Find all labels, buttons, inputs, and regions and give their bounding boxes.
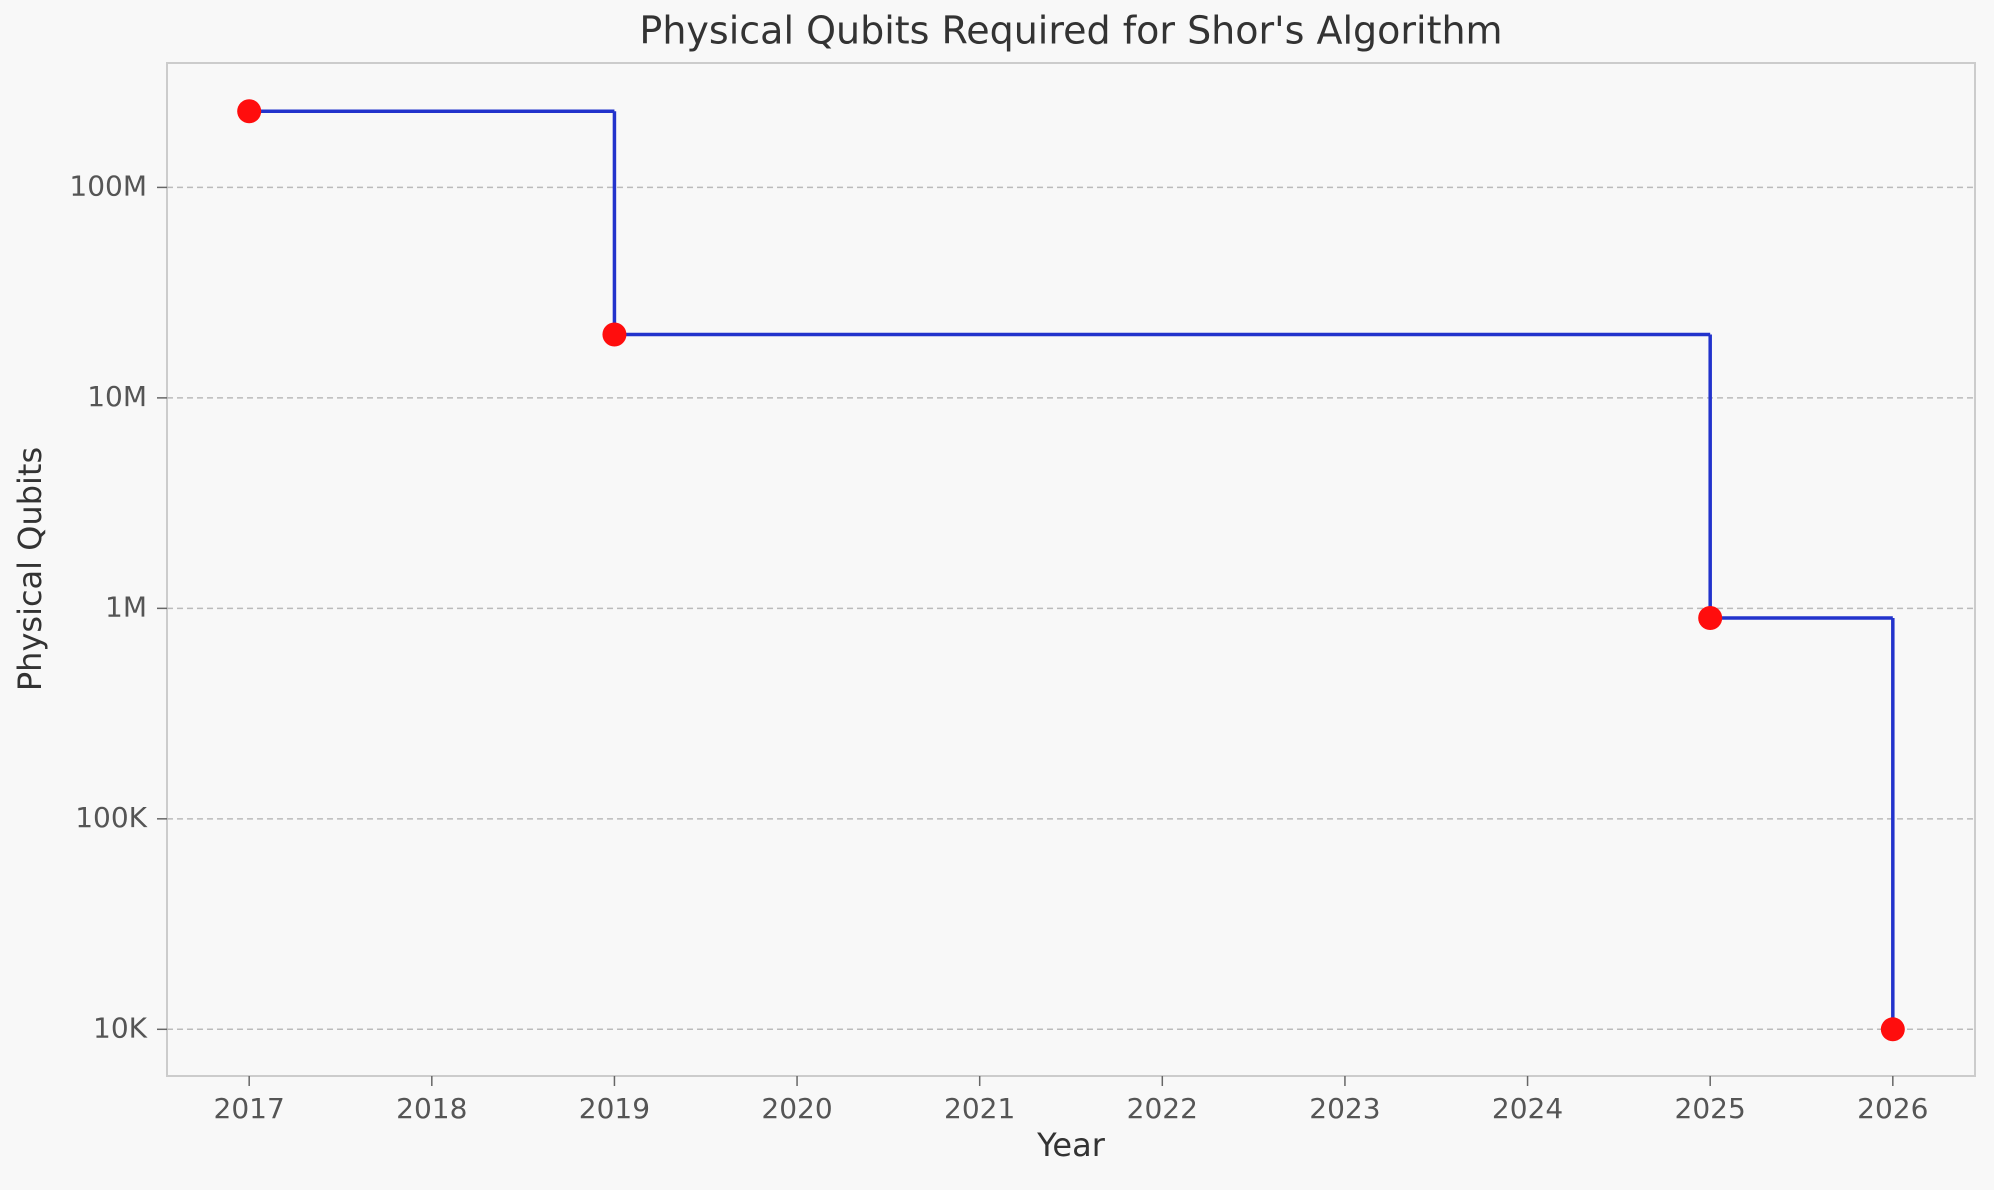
x-tick-label: 2019 [579,1092,650,1125]
data-point [1880,1017,1905,1042]
y-tick-label: 100K [75,801,147,834]
chart-title: Physical Qubits Required for Shor's Algo… [639,9,1502,53]
x-tick-label: 2024 [1492,1092,1563,1125]
x-tick-label: 2018 [396,1092,467,1125]
x-tick-label: 2017 [214,1092,285,1125]
x-tick-label: 2022 [1127,1092,1198,1125]
x-tick-label: 2025 [1675,1092,1746,1125]
y-tick-label: 10K [93,1011,148,1044]
plot-frame [166,62,1976,1077]
y-tick-label: 10M [87,380,147,413]
x-axis-label: Year [1036,1126,1106,1164]
x-tick-label: 2023 [1309,1092,1380,1125]
x-tick-label: 2020 [761,1092,832,1125]
data-point [237,99,262,124]
x-tick-label: 2021 [944,1092,1015,1125]
y-axis-label: Physical Qubits [11,447,49,691]
y-tick-label: 1M [105,590,147,623]
data-point [1698,605,1723,630]
data-point [602,322,627,347]
y-tick-label: 100M [69,169,147,202]
x-tick-label: 2026 [1857,1092,1928,1125]
